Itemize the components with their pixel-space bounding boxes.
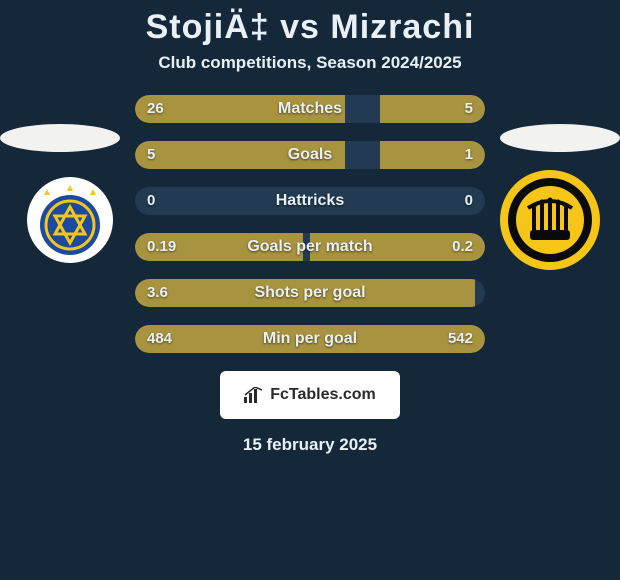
stat-label: Goals per match [135,233,485,261]
stat-row: 484542Min per goal [135,325,485,353]
stats-list: 265Matches 51Goals 00Hattricks 0.190.2Goals… [135,95,485,353]
halo-right [500,124,620,152]
stat-label: Min per goal [135,325,485,353]
stat-row: 00Hattricks [135,187,485,215]
stat-row: 265Matches [135,95,485,123]
halo-left [0,124,120,152]
brand-footer[interactable]: FcTables.com [220,371,400,419]
stat-row: 3.6Shots per goal [135,279,485,307]
comparison-date: 15 february 2025 [243,435,377,455]
stat-label: Shots per goal [135,279,485,307]
stat-row: 51Goals [135,141,485,169]
team-badge-left [20,170,120,270]
stat-label: Goals [135,141,485,169]
comparison-card: StojiÄ‡ vs Mizrachi Club competitions, S… [0,0,620,580]
chart-icon [244,387,264,403]
beitar-crest-icon [500,170,600,270]
brand-label: FcTables.com [270,386,376,404]
page-title: StojiÄ‡ vs Mizrachi [146,8,475,47]
stat-label: Hattricks [135,187,485,215]
stat-row: 0.190.2Goals per match [135,233,485,261]
subtitle: Club competitions, Season 2024/2025 [158,53,461,73]
maccabi-crest-icon [27,177,113,263]
team-badge-right [500,170,600,270]
stat-label: Matches [135,95,485,123]
